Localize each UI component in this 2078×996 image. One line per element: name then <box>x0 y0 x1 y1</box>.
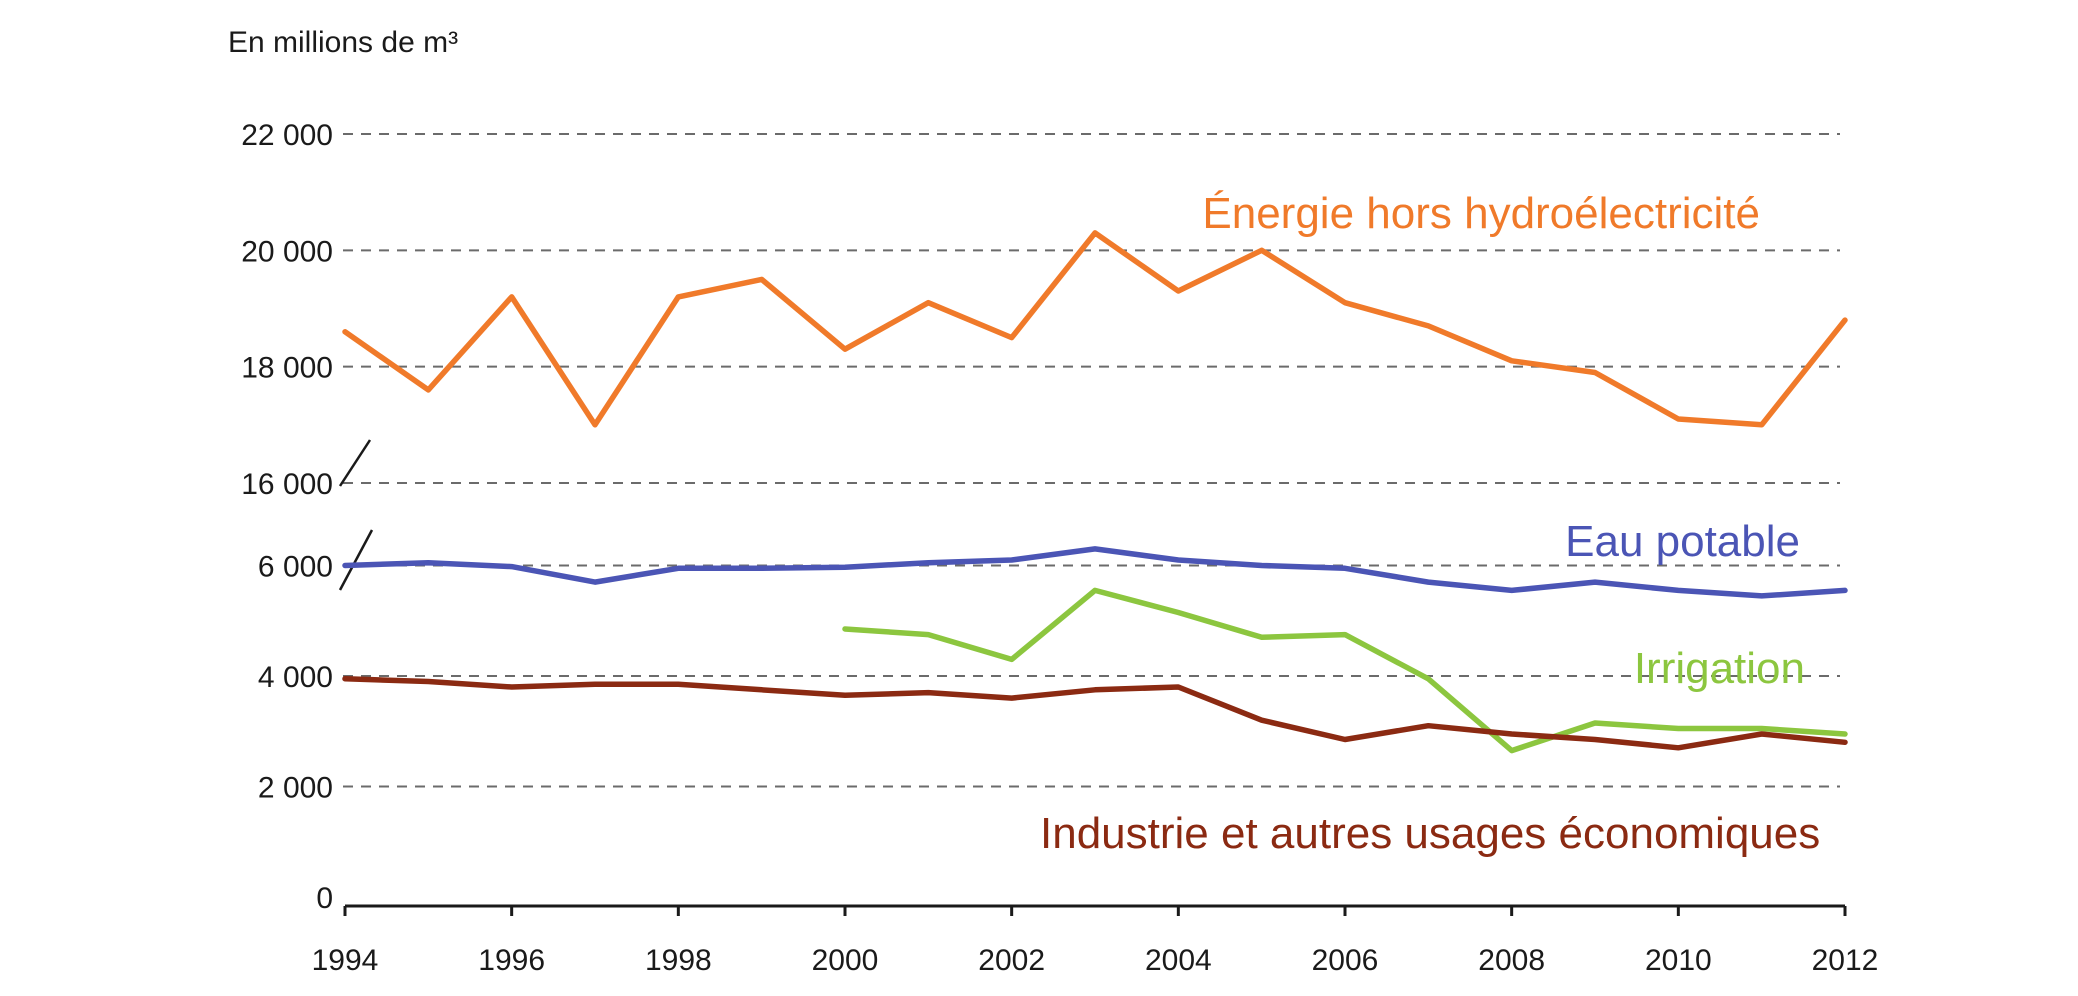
x-tick-label: 2000 <box>812 944 879 977</box>
series-line <box>342 546 1848 599</box>
y-tick-label: 22 000 <box>241 119 333 152</box>
y-tick-label: 4 000 <box>258 661 333 694</box>
unit-label: En millions de m³ <box>228 26 458 59</box>
x-tick-label: 2012 <box>1812 944 1879 977</box>
y-tick-label: 18 000 <box>241 352 333 385</box>
x-tick-label: 2008 <box>1478 944 1545 977</box>
x-tick-label: 2002 <box>978 944 1045 977</box>
series-labels: Énergie hors hydroélectricité Eau potable… <box>1040 189 1820 858</box>
axis-break-mark <box>338 529 374 591</box>
x-tick-label: 1998 <box>645 944 712 977</box>
y-tick-label: 20 000 <box>241 235 333 268</box>
series-label: Irrigation <box>1634 644 1805 693</box>
series-line <box>342 676 1848 751</box>
y-tick-label: 16 000 <box>241 468 333 501</box>
x-tick-label: 2006 <box>1312 944 1379 977</box>
y-tick-label: 0 <box>316 882 333 915</box>
x-axis-ticks: 1994 1996 1998 2000 2002 2004 2006 2008 2010 2012 <box>312 906 1879 977</box>
y-tick-label: 6 000 <box>258 551 333 584</box>
x-tick-label: 2010 <box>1645 944 1712 977</box>
series-lines <box>342 230 1848 754</box>
series-label: Eau potable <box>1565 517 1800 566</box>
x-tick-label: 1994 <box>312 944 379 977</box>
x-tick-label: 2004 <box>1145 944 1212 977</box>
y-axis-ticks: 0 2 000 4 000 6 000 16 000 18 000 20 000 22 000 <box>241 119 333 915</box>
series-line <box>842 587 1848 754</box>
axis-break-mark <box>338 439 372 487</box>
x-tick-label: 1996 <box>478 944 545 977</box>
y-tick-label: 2 000 <box>258 772 333 805</box>
series-label: Industrie et autres usages économiques <box>1040 809 1820 858</box>
series-line <box>342 230 1848 428</box>
axis-break-marks <box>338 439 374 591</box>
series-label: Énergie hors hydroélectricité <box>1202 189 1760 238</box>
gridlines <box>343 132 1840 788</box>
